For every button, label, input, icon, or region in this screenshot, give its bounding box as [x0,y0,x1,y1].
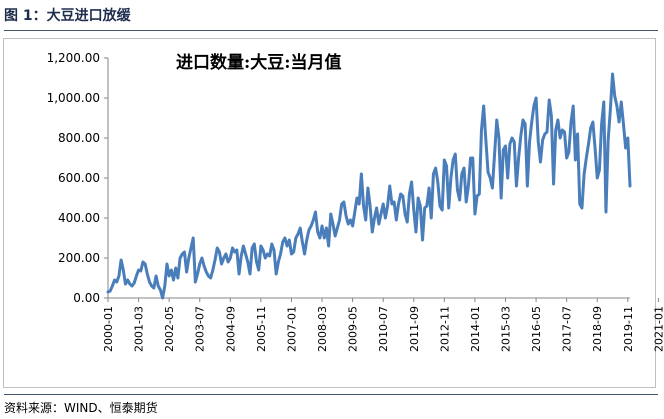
x-tick-label: 2014-01 [469,306,482,352]
x-tick-label: 2000-01 [102,306,115,352]
y-tick-label: 200.00 [58,251,100,265]
x-tick-label: 2015-03 [500,306,513,352]
series-line [106,72,632,300]
top-rule [4,30,658,31]
y-tick-label: 1,200.00 [47,51,100,65]
x-tick-label: 2016-05 [530,306,543,352]
x-tick-label: 2010-07 [377,306,390,352]
line-chart: 进口数量:大豆:当月值 0.00 200.00 400.00 600.00 800.00… [47,51,664,352]
y-tick-label: 0.00 [73,291,100,305]
x-axis: 2000-01 2001-03 2002-05 2003-07 2004-09 2005-… [102,297,664,352]
x-tick-label: 2008-03 [316,306,329,352]
x-tick-label: 2002-05 [163,306,176,352]
x-tick-label: 2019-11 [622,306,635,352]
y-axis: 0.00 200.00 400.00 600.00 800.00 1,000.00 1,20… [47,51,109,305]
y-tick-label: 1,000.00 [47,91,100,105]
y-tick-label: 600.00 [58,171,100,185]
figure-title: 图 1：大豆进口放缓 [4,8,131,24]
x-tick-label: 2004-09 [224,306,237,352]
x-tick-label: 2021-01 [652,306,664,352]
source-note: 资料来源：WIND、恒泰期货 [4,401,158,415]
x-tick-label: 2011-09 [408,306,421,352]
y-tick-label: 800.00 [58,131,100,145]
x-tick-label: 2005-11 [255,306,268,352]
x-tick-label: 2012-11 [438,306,451,352]
x-tick-label: 2009-05 [347,306,360,352]
chart-title: 进口数量:大豆:当月值 [176,52,342,73]
y-tick-label: 400.00 [58,211,100,225]
chart-frame [3,38,656,388]
x-tick-label: 2007-01 [285,306,298,352]
bottom-rule [4,394,658,395]
x-tick-label: 2017-07 [561,306,574,352]
x-tick-label: 2018-09 [591,306,604,352]
x-tick-label: 2003-07 [194,306,207,352]
x-tick-label: 2001-03 [133,306,146,352]
